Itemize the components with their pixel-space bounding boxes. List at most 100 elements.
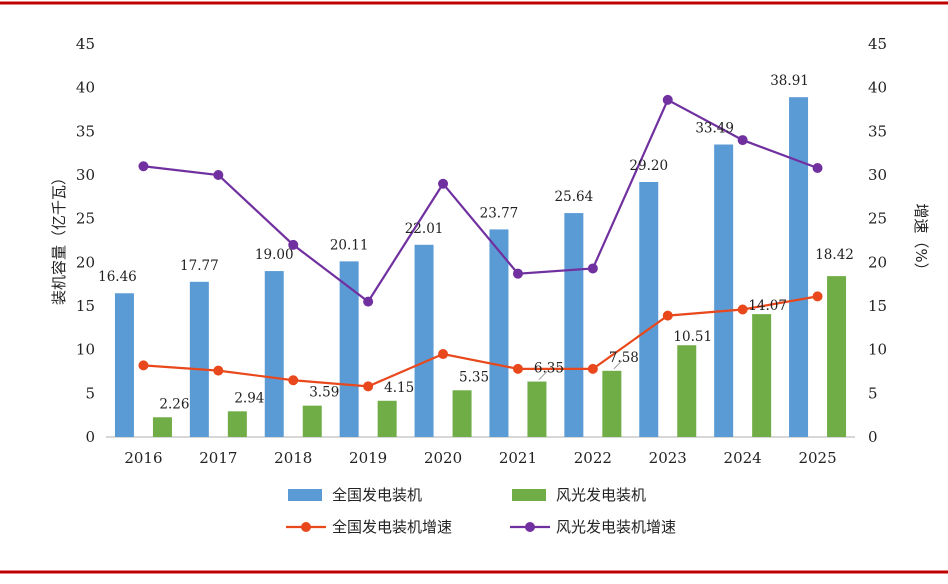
point-wind-solar-growth: [213, 170, 224, 180]
y-tick-label-left: 10: [76, 341, 95, 359]
y-tick-label-right: 35: [868, 122, 887, 140]
point-national-growth: [587, 363, 598, 374]
data-label-national: 23.77: [480, 205, 519, 221]
data-label-national: 17.77: [180, 258, 219, 274]
point-wind-solar-growth: [662, 94, 673, 105]
x-tick-label: 2021: [499, 449, 537, 467]
bar-national-capacity: [489, 229, 509, 437]
y-tick-label-right: 0: [868, 428, 878, 446]
legend-label: 风光发电装机: [556, 486, 646, 504]
bar-wind-solar-capacity: [677, 345, 697, 437]
bar-wind-solar-capacity: [227, 411, 247, 437]
y-tick-label-left: 45: [76, 35, 95, 53]
y-tick-label-right: 5: [868, 384, 878, 402]
legend-swatch-bar: [512, 489, 546, 501]
data-label-national: 33.49: [695, 121, 734, 137]
bar-wind-solar-capacity: [827, 276, 847, 437]
x-tick-label: 2023: [649, 449, 687, 467]
data-label-wind-solar: 5.35: [459, 369, 489, 385]
data-label-wind-solar: 7.58: [609, 350, 639, 366]
point-national-growth: [288, 375, 299, 386]
bar-national-capacity: [789, 97, 809, 437]
data-label-national: 22.01: [405, 221, 444, 237]
point-national-growth: [737, 304, 748, 315]
bar-national-capacity: [639, 181, 659, 437]
y-tick-label-left: 5: [85, 384, 95, 402]
y-tick-label-right: 45: [868, 35, 887, 53]
bar-national-capacity: [189, 281, 209, 437]
point-wind-solar-growth: [737, 135, 748, 146]
point-national-growth: [512, 363, 523, 374]
bar-wind-solar-capacity: [602, 370, 622, 437]
data-label-wind-solar: 2.94: [234, 390, 264, 406]
y-tick-label-right: 15: [868, 297, 887, 315]
line-wind-solar-growth: [143, 98, 818, 304]
y-axis-title: 装机容量（亿千瓦）: [50, 170, 68, 305]
point-national-growth: [213, 365, 224, 376]
legend-label: 全国发电装机: [332, 486, 422, 504]
x-tick-label: 2019: [349, 449, 387, 467]
data-label-national: 16.46: [98, 269, 137, 285]
x-tick-label: 2025: [798, 449, 836, 467]
point-wind-solar-growth: [438, 178, 449, 189]
point-wind-solar-growth: [587, 263, 598, 274]
point-wind-solar-growth: [138, 161, 149, 172]
y-tick-label-right: 20: [868, 253, 887, 271]
bar-wind-solar-capacity: [452, 390, 472, 437]
bar-national-capacity: [714, 144, 734, 437]
y-tick-label-right: 25: [868, 210, 887, 228]
data-label-national: 19.00: [255, 247, 294, 263]
y-tick-label-left: 15: [76, 297, 95, 315]
point-national-growth: [662, 310, 673, 321]
data-label-national: 20.11: [330, 237, 369, 253]
point-national-growth: [363, 381, 374, 392]
data-label-wind-solar: 14.07: [748, 298, 787, 314]
point-wind-solar-growth: [288, 239, 299, 250]
x-tick-label: 2024: [724, 449, 762, 467]
bar-wind-solar-capacity: [752, 314, 772, 437]
data-label-leader: [613, 360, 623, 370]
bar-national-capacity: [114, 293, 134, 437]
y-tick-label-left: 0: [85, 428, 95, 446]
y-tick-label-right: 30: [868, 166, 887, 184]
point-national-growth: [812, 291, 823, 302]
data-label-wind-solar: 6.35: [534, 361, 564, 377]
data-label-national: 29.20: [629, 158, 668, 174]
bar-national-capacity: [339, 261, 359, 437]
bar-wind-solar-capacity: [302, 405, 322, 437]
data-label-leader: [538, 371, 548, 380]
y-tick-label-right: 10: [868, 341, 887, 359]
y-tick-label-left: 20: [76, 253, 95, 271]
y2-axis-title: 增速（%）: [912, 203, 930, 277]
y-tick-label-left: 30: [76, 166, 95, 184]
legend-swatch-bar: [288, 489, 322, 501]
x-tick-label: 2022: [574, 449, 612, 467]
y-tick-label-right: 40: [868, 79, 887, 97]
y-tick-label-left: 35: [76, 122, 95, 140]
bar-wind-solar-capacity: [152, 417, 172, 437]
x-tick-label: 2020: [424, 449, 462, 467]
data-label-national: 25.64: [555, 189, 594, 205]
line-national-growth: [143, 295, 818, 388]
legend-swatch-marker: [525, 522, 535, 532]
x-tick-label: 2017: [199, 449, 237, 467]
x-tick-label: 2018: [274, 449, 312, 467]
y-tick-label-left: 25: [76, 210, 95, 228]
bar-wind-solar-capacity: [527, 381, 547, 437]
point-national-growth: [438, 349, 449, 360]
point-national-growth: [138, 360, 149, 371]
x-tick-label: 2016: [124, 449, 162, 467]
point-wind-solar-growth: [812, 163, 823, 174]
bar-national-capacity: [414, 244, 434, 437]
bar-national-capacity: [564, 213, 584, 437]
data-label-wind-solar: 10.51: [673, 329, 712, 345]
data-label-national: 38.91: [770, 73, 809, 89]
legend-swatch-marker: [301, 522, 311, 532]
point-wind-solar-growth: [512, 268, 523, 279]
data-label-wind-solar: 3.59: [309, 385, 339, 401]
data-label-wind-solar: 2.26: [159, 396, 189, 412]
point-wind-solar-growth: [363, 296, 374, 307]
y-tick-label-left: 40: [76, 79, 95, 97]
bar-wind-solar-capacity: [377, 400, 397, 437]
